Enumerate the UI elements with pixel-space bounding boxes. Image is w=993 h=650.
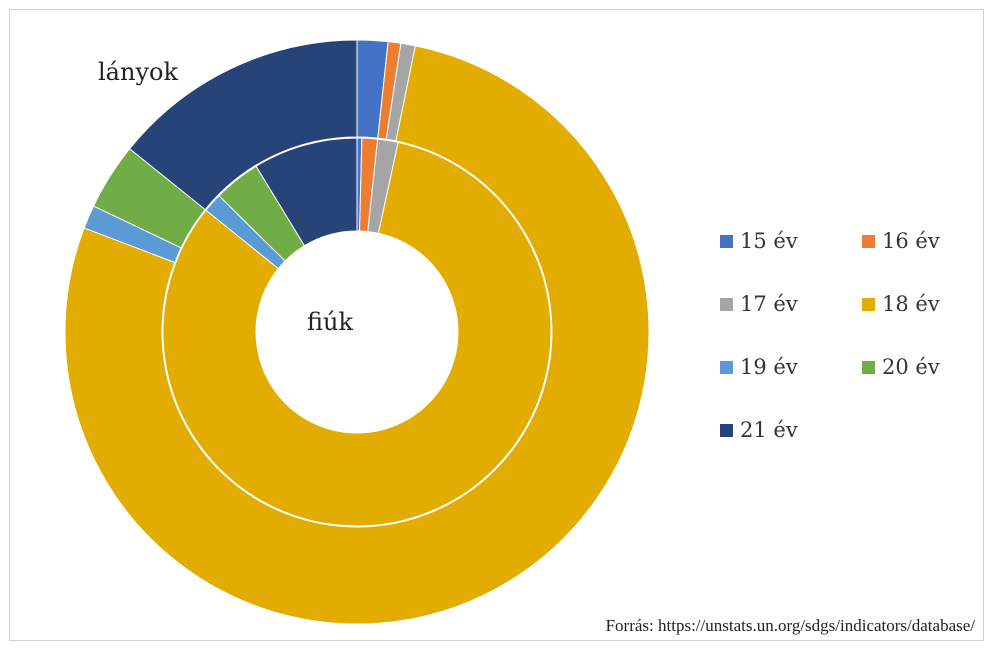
- legend-label: 18 év: [882, 292, 940, 316]
- legend-swatch: [862, 297, 875, 311]
- legend-item: 16 év: [862, 226, 940, 256]
- outer-slice-4: [64, 45, 650, 625]
- legend-label: 16 év: [882, 229, 940, 253]
- legend-swatch: [720, 297, 733, 311]
- legend-swatch: [720, 234, 733, 248]
- legend-item: 19 év: [720, 352, 798, 382]
- source-note: Forrás: https://unstats.un.org/sdgs/indi…: [605, 616, 975, 635]
- inner-ring-label: fiúk: [307, 308, 354, 336]
- legend-item: 18 év: [862, 289, 940, 319]
- outer-slice-7: [128, 39, 358, 211]
- legend-item: 17 év: [720, 289, 798, 319]
- legend-label: 15 év: [740, 229, 798, 253]
- legend-label: 20 év: [882, 355, 940, 379]
- legend-swatch: [720, 360, 733, 374]
- outer-ring-label: lányok: [98, 58, 178, 86]
- legend-item: 21 év: [720, 415, 798, 445]
- legend-label: 19 év: [740, 355, 798, 379]
- legend-swatch: [720, 423, 733, 437]
- inner-slice-4: [162, 141, 552, 527]
- legend-item: 20 év: [862, 352, 940, 382]
- legend-label: 17 év: [740, 292, 798, 316]
- legend-swatch: [862, 360, 875, 374]
- legend-item: 15 év: [720, 226, 798, 256]
- legend-label: 21 év: [740, 418, 798, 442]
- inner-slice-7: [255, 137, 358, 247]
- legend-swatch: [862, 234, 875, 248]
